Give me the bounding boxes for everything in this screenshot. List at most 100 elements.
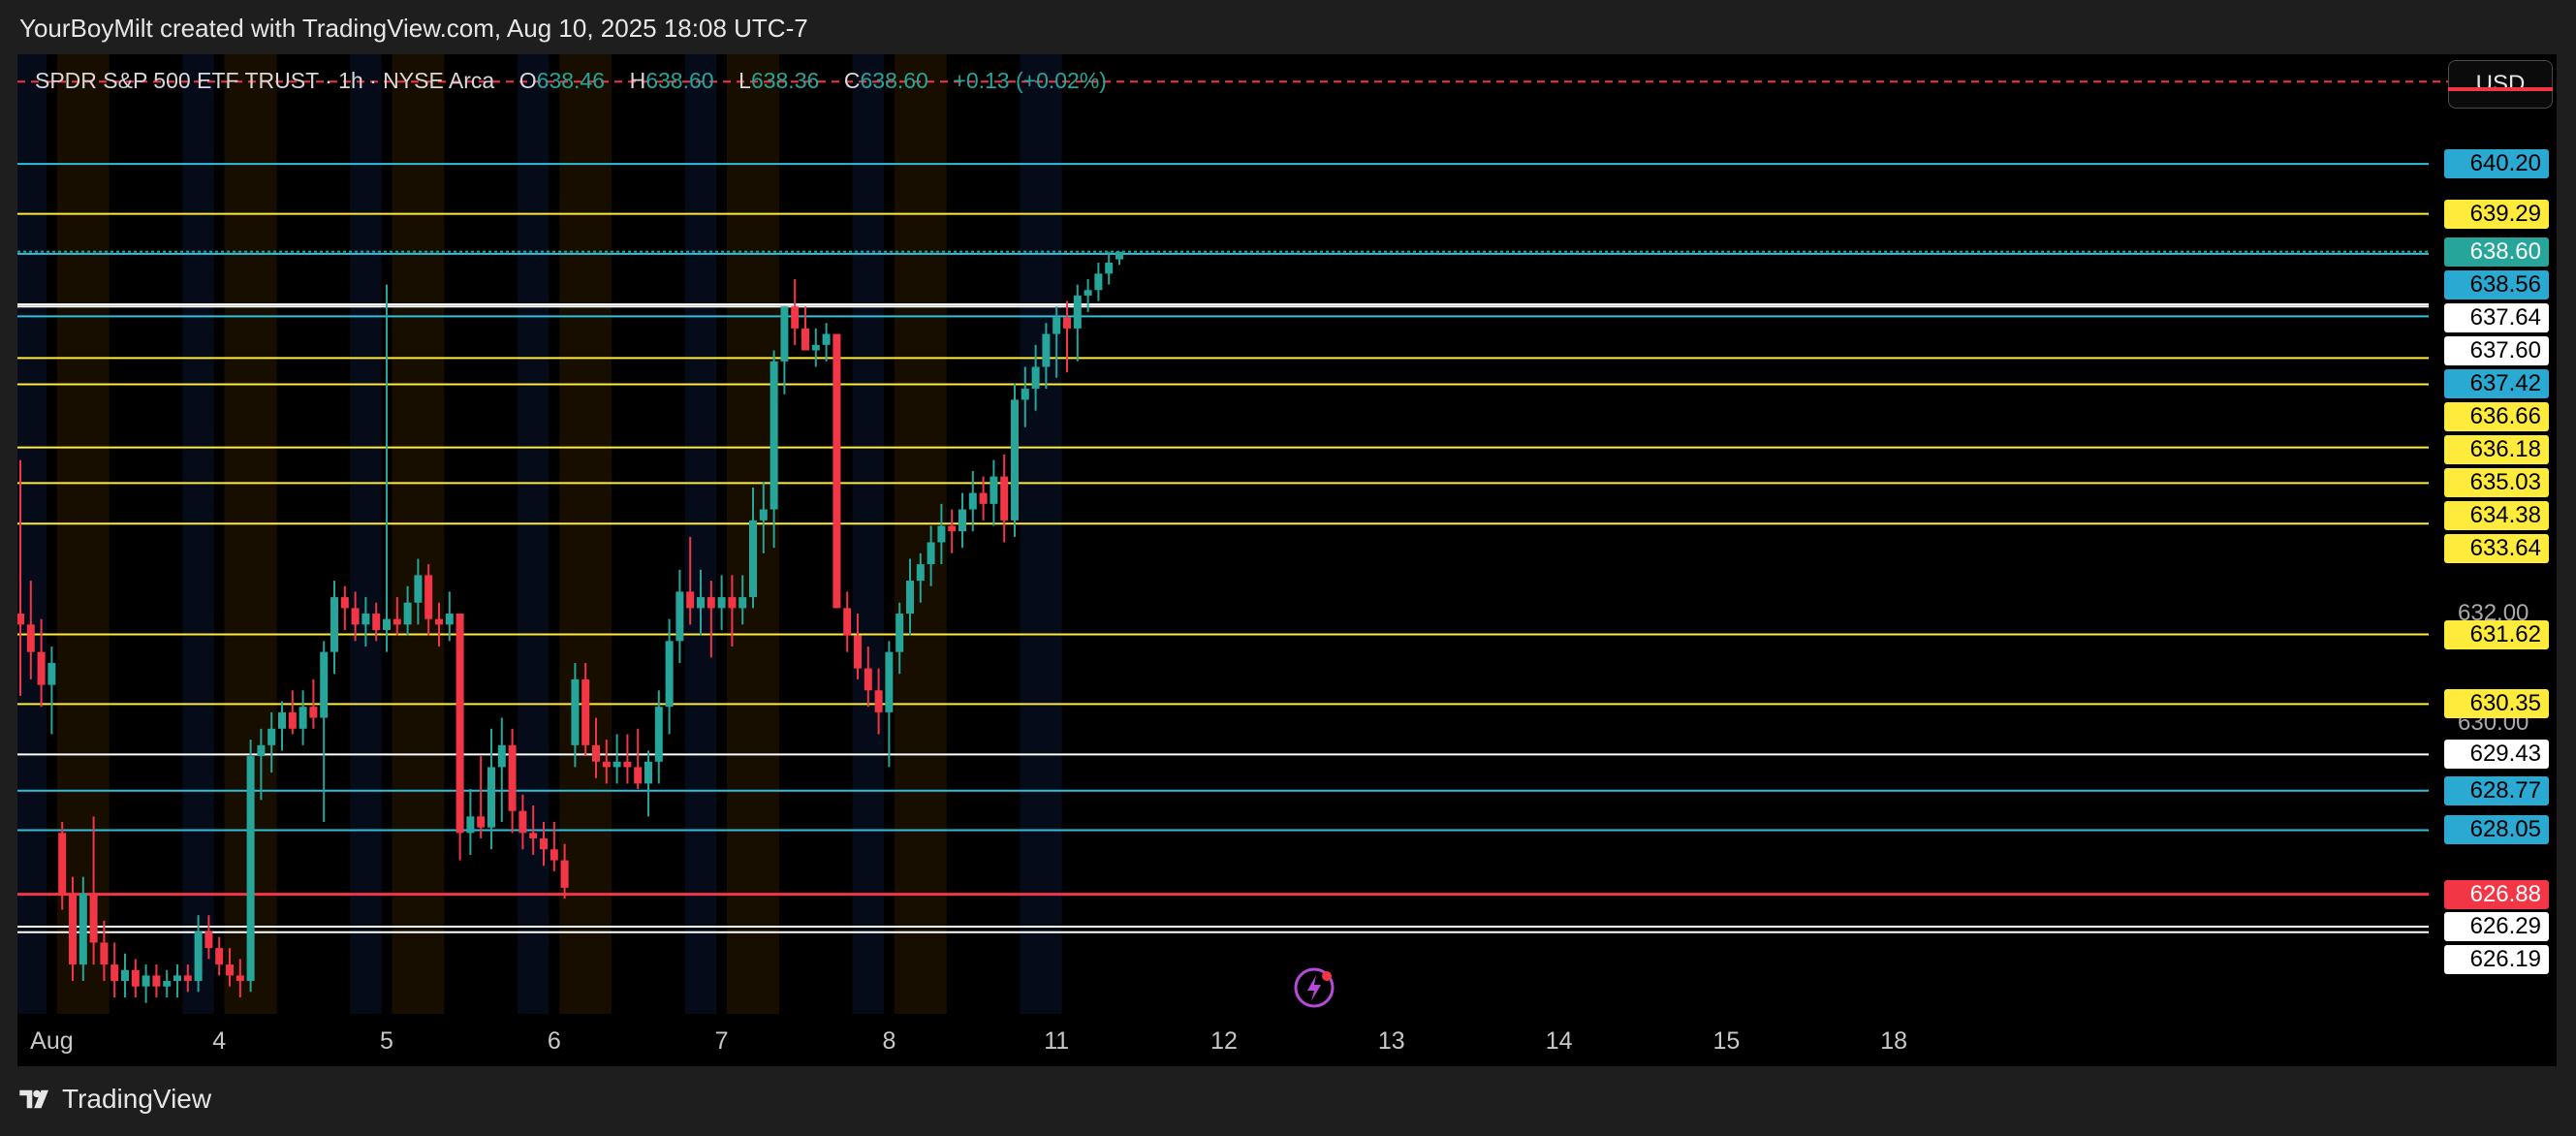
price-label-637.64: 637.64 — [2444, 302, 2549, 332]
candlestick-chart[interactable] — [17, 54, 2557, 1066]
candle-62 — [665, 618, 674, 735]
candle-54 — [581, 662, 590, 757]
session-band-9 — [684, 54, 717, 1014]
currency-button[interactable]: USD — [2448, 60, 2553, 109]
session-bands — [17, 54, 1062, 1014]
x-tick-label: 12 — [1210, 1027, 1238, 1055]
price-label-639.29: 639.29 — [2444, 199, 2549, 229]
candle-89 — [948, 509, 957, 553]
candle-93 — [990, 459, 998, 526]
change-value: +0.13 (+0.02%) — [953, 68, 1107, 93]
session-band-6 — [182, 54, 214, 1014]
session-band-10 — [852, 54, 884, 1014]
candle-22 — [246, 740, 255, 993]
candle-60 — [644, 750, 652, 817]
close-value: 638.60 — [860, 68, 928, 93]
price-axis-red-marker — [2448, 87, 2553, 92]
candle-20 — [226, 948, 234, 987]
candle-25 — [278, 701, 286, 751]
x-tick-label: 7 — [714, 1027, 729, 1055]
x-tick-label: 8 — [882, 1027, 896, 1055]
candle-1 — [26, 581, 35, 679]
candle-72 — [770, 350, 778, 549]
candle-34 — [372, 602, 381, 642]
candle-28 — [309, 678, 318, 729]
low-value: 638.36 — [750, 68, 820, 93]
x-tick-label: 6 — [547, 1027, 561, 1055]
candle-53 — [571, 662, 580, 768]
price-label-637.60: 637.60 — [2444, 335, 2549, 365]
candle-19 — [215, 936, 224, 976]
candle-75 — [801, 306, 809, 351]
ohlc-legend: SPDR S&P 500 ETF TRUST · 1h · NYSE Arca … — [35, 68, 1107, 94]
price-label-626.88: 626.88 — [2444, 879, 2549, 909]
candle-96 — [1021, 366, 1029, 427]
price-label-636.66: 636.66 — [2444, 401, 2549, 431]
candle-32 — [351, 591, 360, 642]
candle-99 — [1052, 306, 1061, 378]
candle-30 — [330, 581, 338, 675]
candle-44 — [477, 756, 486, 838]
candle-37 — [403, 585, 412, 636]
candle-85 — [906, 558, 914, 636]
chart-pane[interactable]: SPDR S&P 500 ETF TRUST · 1h · NYSE Arca … — [17, 54, 2557, 1066]
candle-5 — [69, 876, 77, 982]
candle-48 — [518, 794, 527, 850]
footer-brand: TradingView — [62, 1084, 212, 1114]
candle-65 — [697, 569, 705, 636]
candle-46 — [497, 717, 506, 822]
price-label-635.03: 635.03 — [2444, 467, 2549, 497]
x-tick-label: Aug — [30, 1027, 74, 1055]
session-band-11 — [1020, 54, 1062, 1014]
candle-97 — [1031, 344, 1040, 411]
x-tick-label: 15 — [1712, 1027, 1741, 1055]
event-dot — [1322, 971, 1332, 981]
candle-57 — [613, 734, 621, 784]
session-band-2 — [392, 54, 445, 1014]
candle-10 — [121, 953, 129, 998]
candle-104 — [1105, 251, 1114, 285]
session-band-8 — [518, 54, 550, 1014]
low-label: L — [738, 68, 751, 93]
candle-4 — [58, 822, 67, 910]
lightning-icon — [1307, 975, 1321, 1001]
candle-83 — [885, 641, 894, 768]
candle-35 — [383, 284, 391, 652]
price-label-636.18: 636.18 — [2444, 434, 2549, 464]
x-tick-label: 4 — [212, 1027, 227, 1055]
candle-67 — [717, 575, 726, 630]
high-label: H — [629, 68, 646, 93]
tradingview-logo-icon — [19, 1089, 48, 1109]
x-tick-label: 18 — [1880, 1027, 1908, 1055]
candle-15 — [173, 964, 181, 998]
session-band-7 — [350, 54, 382, 1014]
candle-6 — [79, 876, 87, 982]
candle-77 — [822, 323, 831, 362]
flash-event-icon — [1294, 967, 1335, 1008]
candle-82 — [874, 668, 883, 735]
candle-23 — [257, 728, 266, 801]
candle-91 — [968, 470, 977, 532]
candle-55 — [592, 717, 600, 778]
candle-71 — [759, 482, 768, 553]
candle-56 — [602, 740, 611, 784]
candle-95 — [1011, 383, 1019, 537]
candle-68 — [728, 575, 737, 647]
price-label-630.35: 630.35 — [2444, 689, 2549, 719]
candle-70 — [749, 487, 757, 609]
candle-88 — [937, 503, 946, 565]
candle-86 — [916, 552, 925, 603]
candle-14 — [163, 969, 172, 998]
price-label-633.64: 633.64 — [2444, 533, 2549, 563]
price-label-626.19: 626.19 — [2444, 945, 2549, 975]
candle-40 — [435, 602, 443, 647]
candle-66 — [707, 581, 715, 658]
price-label-631.62: 631.62 — [2444, 619, 2549, 649]
high-value: 638.60 — [645, 68, 714, 93]
x-tick-label: 11 — [1044, 1027, 1070, 1055]
symbol-title: SPDR S&P 500 ETF TRUST · 1h · NYSE Arca — [35, 68, 495, 93]
candle-27 — [298, 690, 307, 745]
candle-2 — [37, 618, 46, 708]
candle-94 — [1000, 454, 1009, 543]
candle-105 — [1115, 251, 1123, 266]
